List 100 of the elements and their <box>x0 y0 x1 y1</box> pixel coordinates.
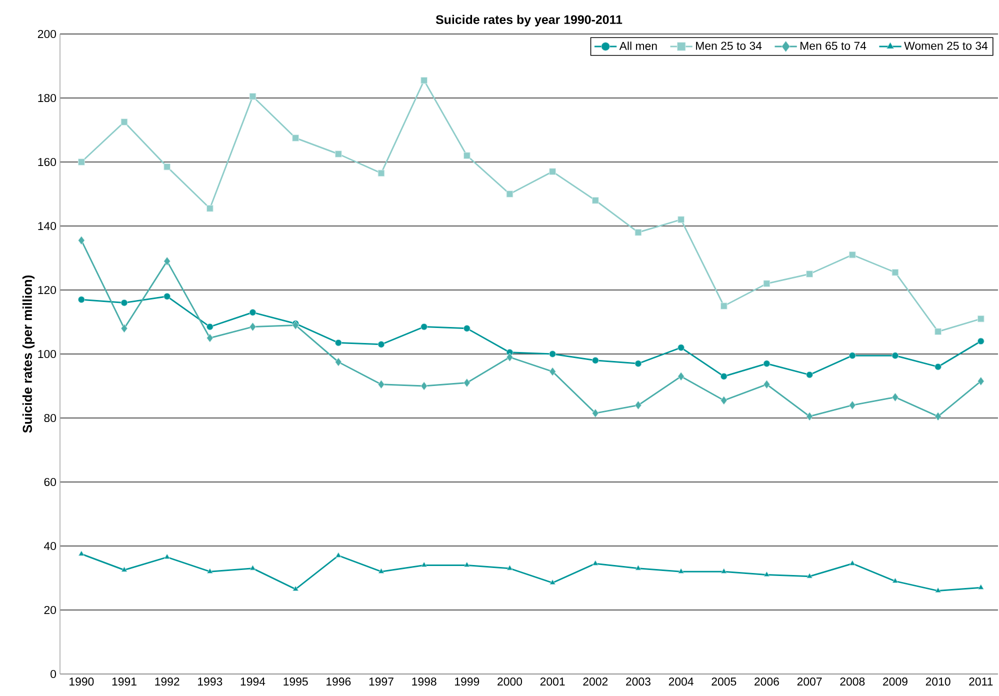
point <box>420 76 428 84</box>
point <box>335 552 342 558</box>
point <box>763 360 770 368</box>
point <box>378 380 385 389</box>
x-tick-label: 1990 <box>70 678 94 686</box>
y-tick-label: 40 <box>44 542 56 550</box>
y-tick-label: 160 <box>38 158 56 166</box>
x-tick-label: 1998 <box>412 678 436 686</box>
point <box>978 584 984 590</box>
x-tick-label: 2000 <box>498 678 522 686</box>
point <box>378 170 385 177</box>
y-tick-label: 180 <box>38 94 56 102</box>
point <box>78 236 85 245</box>
x-tick-label: 1996 <box>326 678 351 686</box>
point <box>506 190 514 198</box>
point <box>78 550 84 556</box>
point <box>634 228 642 236</box>
point <box>678 344 684 352</box>
y-axis-title: Suicide rates (per million) <box>22 275 35 433</box>
point <box>549 168 556 176</box>
point <box>806 371 813 378</box>
x-tick-label: 2007 <box>797 678 822 686</box>
x-tick-label: 2010 <box>926 678 950 686</box>
point <box>678 568 684 574</box>
point <box>720 372 728 380</box>
chart-title: Suicide rates by year 1990-2011 <box>436 14 622 26</box>
point <box>892 352 899 360</box>
legend-label: Men 25 to 34 <box>696 42 762 50</box>
point <box>464 378 470 388</box>
x-tick-label: 1995 <box>284 678 308 686</box>
x-tick-label: 1994 <box>240 678 266 686</box>
y-tick-label: 20 <box>44 606 56 614</box>
point <box>378 340 385 348</box>
y-tick-label: 100 <box>38 350 56 358</box>
point <box>592 560 598 566</box>
point <box>334 339 342 346</box>
y-tick-label: 140 <box>38 222 56 230</box>
point <box>806 270 813 278</box>
x-tick-label: 2004 <box>668 678 694 686</box>
y-tick-label: 120 <box>38 286 56 294</box>
point <box>120 299 128 306</box>
point <box>420 382 428 390</box>
point <box>720 396 728 405</box>
point <box>334 150 342 158</box>
point <box>206 204 214 212</box>
point <box>206 568 213 574</box>
point <box>764 571 770 577</box>
point <box>420 323 428 330</box>
point <box>550 579 556 585</box>
point <box>549 350 556 358</box>
x-tick-label: 1993 <box>198 678 222 686</box>
x-tick-label: 2006 <box>754 678 779 686</box>
x-tick-label: 2008 <box>840 678 865 686</box>
point <box>249 322 256 332</box>
point <box>120 324 128 333</box>
y-tick-label: 0 <box>50 670 56 678</box>
point <box>164 292 171 300</box>
point <box>506 564 513 570</box>
point <box>292 134 300 142</box>
point <box>763 380 770 389</box>
point <box>335 358 342 366</box>
point <box>250 564 256 570</box>
point <box>421 562 428 568</box>
point <box>849 560 856 566</box>
x-tick-label: 2001 <box>540 678 565 686</box>
x-tick-label: 2011 <box>969 678 993 686</box>
y-tick-label: 60 <box>44 478 56 486</box>
point <box>977 338 984 345</box>
point <box>763 280 770 288</box>
point <box>848 400 856 410</box>
point <box>120 118 128 126</box>
x-tick-label: 1997 <box>369 678 394 686</box>
point <box>549 367 556 376</box>
point <box>720 302 728 310</box>
point <box>463 152 470 160</box>
point <box>164 163 171 170</box>
point <box>892 578 898 584</box>
point <box>463 324 470 332</box>
point <box>206 323 214 330</box>
point <box>378 568 384 574</box>
point <box>121 566 128 572</box>
point <box>249 92 256 100</box>
point <box>164 554 170 560</box>
point <box>592 408 599 418</box>
point <box>934 363 942 370</box>
point <box>977 376 984 386</box>
point <box>249 308 256 316</box>
x-tick-label: 2002 <box>583 678 608 686</box>
x-tick-label: 2005 <box>712 678 736 686</box>
point <box>592 356 599 364</box>
y-tick-label: 200 <box>38 30 56 38</box>
point <box>635 564 642 570</box>
x-tick-label: 2009 <box>883 678 908 686</box>
legend-label: All men <box>619 42 657 50</box>
point <box>892 392 899 402</box>
point <box>78 158 85 166</box>
point <box>892 268 899 276</box>
point <box>720 568 727 574</box>
point <box>78 296 85 304</box>
point <box>806 412 813 421</box>
